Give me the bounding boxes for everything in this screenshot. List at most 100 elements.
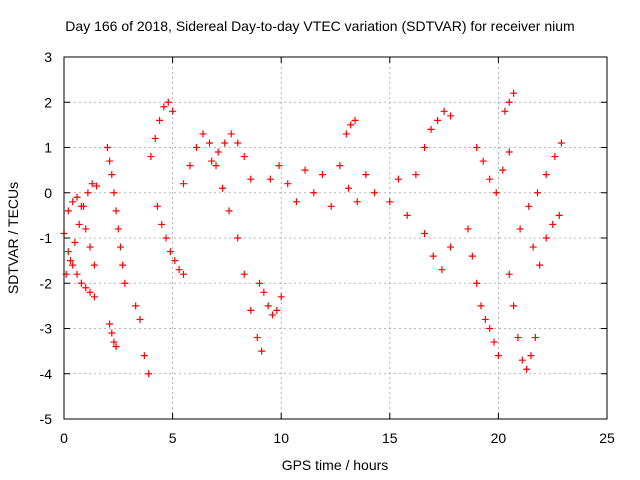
data-point (84, 189, 92, 197)
data-point (473, 144, 481, 151)
data-point (136, 315, 144, 323)
data-point (557, 139, 565, 147)
data-point (240, 153, 248, 161)
data-point (492, 189, 500, 197)
x-tick-label: 15 (382, 430, 398, 446)
data-point (116, 243, 124, 251)
series-arc-I (179, 130, 266, 355)
data-point (505, 148, 513, 156)
data-point (523, 365, 531, 373)
data-point (108, 171, 116, 179)
data-point (516, 225, 524, 233)
y-tick-label: -4 (40, 366, 53, 382)
data-point (247, 306, 255, 314)
data-point (275, 162, 283, 170)
data-point (179, 270, 187, 278)
y-tick-label: -2 (40, 275, 53, 291)
data-point (82, 284, 90, 292)
data-point (64, 207, 72, 215)
data-point (486, 175, 494, 183)
series-arc-E (106, 320, 120, 351)
data-point (438, 266, 446, 274)
series-arc-F (132, 302, 153, 378)
data-point (86, 288, 94, 296)
series-arc-O (421, 107, 455, 151)
data-point (292, 198, 300, 206)
series-arc-L (266, 162, 379, 210)
x-tick-label: 20 (491, 430, 507, 446)
data-point (162, 234, 170, 242)
data-point (494, 352, 502, 360)
data-point (86, 243, 94, 251)
data-point (347, 121, 355, 129)
y-tick-label: 1 (44, 140, 52, 156)
y-tick-label: -5 (40, 411, 53, 427)
data-point (106, 320, 114, 328)
y-tick-label: 0 (44, 185, 52, 201)
data-point (240, 270, 248, 278)
data-point (166, 248, 174, 256)
data-point (147, 153, 155, 161)
data-point (531, 334, 539, 342)
data-point (464, 225, 472, 233)
data-point (214, 148, 222, 156)
data-point (518, 356, 526, 364)
data-point (394, 175, 402, 183)
data-point (90, 293, 98, 301)
data-point (234, 234, 242, 242)
data-point (179, 180, 187, 188)
data-point (490, 338, 498, 346)
series-arc-K (255, 279, 285, 319)
series-arc-D (103, 144, 129, 287)
data-point (434, 116, 442, 124)
data-point (192, 144, 200, 151)
data-point (186, 162, 194, 170)
data-point (73, 270, 81, 278)
data-point (527, 352, 535, 360)
data-point (536, 261, 544, 269)
data-point (477, 302, 485, 310)
grid-layer (64, 57, 607, 419)
data-point (486, 325, 494, 332)
data-point (525, 202, 533, 210)
series-arc-S (505, 270, 539, 373)
data-point (247, 175, 255, 183)
data-point (175, 266, 183, 274)
x-tick-label: 0 (60, 430, 68, 446)
series-arc-N (386, 171, 455, 274)
data-point (151, 134, 159, 142)
data-point (171, 257, 179, 265)
series-arc-G (147, 98, 177, 161)
x-axis-label: GPS time / hours (282, 457, 389, 473)
data-point (284, 180, 292, 188)
chart-title: Day 166 of 2018, Sidereal Day-to-day VTE… (65, 18, 574, 34)
data-point (158, 220, 166, 228)
series-arc-M (342, 116, 359, 138)
series-arc-Q (473, 144, 513, 197)
data-point (119, 261, 127, 269)
y-tick-label: 3 (44, 49, 52, 65)
data-point (301, 166, 309, 174)
data-point (108, 329, 116, 337)
data-point (112, 207, 120, 215)
series-arc-R (501, 89, 518, 115)
ticks-layer: -5 -4 -3 -2 -1 0 1 2 3 0 5 10 15 20 25 (40, 49, 615, 446)
data-point (121, 279, 129, 287)
data-point (510, 302, 518, 310)
data-point (342, 130, 350, 138)
series-arc-C (64, 193, 98, 269)
y-tick-label: -1 (40, 230, 53, 246)
data-point (219, 184, 227, 192)
y-axis-label: SDTVAR / TECUs (5, 182, 21, 294)
data-point (447, 112, 455, 120)
data-point (336, 162, 344, 170)
series-arc-J (208, 130, 255, 183)
series-arc-T (516, 139, 565, 233)
data-point (345, 184, 353, 192)
data-point (481, 315, 489, 323)
data-point (403, 211, 411, 219)
data-point (199, 130, 207, 138)
x-tick-label: 25 (599, 430, 615, 446)
data-point (351, 116, 359, 124)
